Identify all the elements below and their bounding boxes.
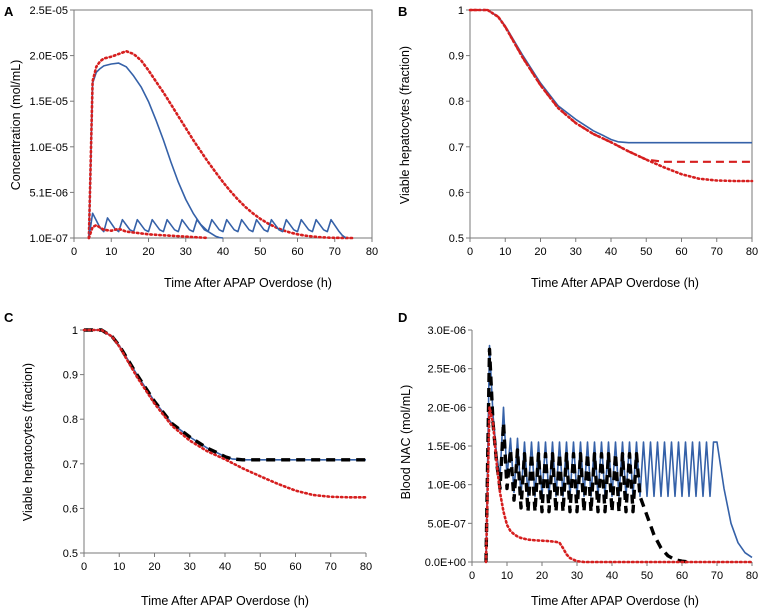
x-tick-label: 70 — [711, 570, 723, 582]
panel-b-axes: 0 10 20 30 40 50 60 70 80 0.5 0.6 0.7 0.8 0.9 1 — [449, 5, 758, 258]
x-tick-label: 30 — [571, 570, 583, 582]
panel-b-series-solid-blue — [470, 9, 752, 144]
x-tick-label: 80 — [360, 561, 372, 573]
y-tick-label: 1 — [72, 325, 78, 337]
y-tick-label: 1 — [458, 5, 464, 17]
panel-b-series-dotted-red — [468, 8, 754, 183]
panel-d: D 0 10 20 30 40 50 60 70 80 0.0E+00 5.0E-07 1.0E-06… — [398, 310, 758, 608]
y-tick-label: 0.7 — [449, 142, 464, 154]
panel-b-frame — [469, 9, 753, 239]
y-tick-label: 0.5 — [63, 548, 78, 560]
panel-c-letter: C — [4, 310, 14, 325]
y-tick-label: 1.5E-05 — [29, 96, 68, 108]
x-tick-label: 0 — [81, 561, 87, 573]
x-tick-label: 60 — [289, 561, 301, 573]
panel-a-series-dotted-red-low — [87, 223, 210, 240]
y-tick-label: 0.6 — [449, 187, 464, 199]
x-tick-label: 80 — [746, 570, 758, 582]
panel-a: A 0 10 20 30 40 50 60 70 80 1.0E-07 5.1E-06 1.0E-05… — [4, 4, 378, 290]
panel-b-letter: B — [398, 4, 407, 19]
panel-c: C 0 10 20 30 40 50 60 70 80 0.5 0.6 0.7 0.8 0.9 1 Viab… — [4, 310, 372, 608]
x-tick-label: 80 — [746, 246, 758, 258]
y-tick-label: 1.0E-05 — [29, 142, 68, 154]
y-tick-label: 1.5E-06 — [427, 441, 466, 453]
y-tick-label: 0.7 — [63, 459, 78, 471]
panel-c-axes: 0 10 20 30 40 50 60 70 80 0.5 0.6 0.7 0.8 0.9 1 — [63, 325, 372, 573]
y-tick-label: 2.0E-05 — [29, 51, 68, 63]
panel-d-axes: 0 10 20 30 40 50 60 70 80 0.0E+00 5.0E-07 1.0E-06 1.… — [425, 325, 758, 582]
y-tick-label: 0.9 — [449, 51, 464, 63]
panel-b-xlabel: Time After APAP Overdose (h) — [531, 276, 699, 290]
x-tick-label: 10 — [105, 246, 117, 258]
x-tick-label: 40 — [217, 246, 229, 258]
panel-b: B 0 10 20 30 40 50 60 70 80 0.5 0.6 0.7 0.8 0.9 1 Viab… — [398, 4, 758, 290]
panel-c-series-dotted-red — [82, 328, 368, 499]
x-tick-label: 20 — [536, 570, 548, 582]
y-tick-label: 0.8 — [449, 96, 464, 108]
x-tick-label: 20 — [142, 246, 154, 258]
panel-c-xlabel: Time After APAP Overdose (h) — [141, 594, 309, 608]
panel-d-series-dotted-red — [484, 405, 754, 564]
y-tick-label: 1.0E-07 — [29, 233, 68, 245]
panel-a-axes: 0 10 20 30 40 50 60 70 80 1.0E-07 5.1E-06 1.0E-05 1.… — [29, 5, 378, 258]
y-tick-label: 2.0E-06 — [427, 402, 466, 414]
x-tick-label: 50 — [640, 246, 652, 258]
panel-a-series-solid-blue-pulses — [88, 212, 347, 239]
x-tick-label: 0 — [469, 570, 475, 582]
x-tick-label: 10 — [113, 561, 125, 573]
y-tick-label: 5.0E-07 — [427, 518, 466, 530]
panel-d-series-dashed-black — [484, 347, 690, 564]
x-tick-label: 30 — [180, 246, 192, 258]
x-tick-label: 70 — [325, 561, 337, 573]
x-tick-label: 70 — [329, 246, 341, 258]
y-tick-label: 0.8 — [63, 414, 78, 426]
panel-a-series-solid-blue-high — [88, 62, 224, 239]
x-tick-label: 60 — [675, 246, 687, 258]
x-tick-label: 10 — [499, 246, 511, 258]
panel-c-series-dashed-black — [84, 328, 366, 462]
panel-c-ylabel: Viable hepatocytes (fraction) — [21, 363, 35, 521]
panel-a-frame — [73, 9, 373, 239]
x-tick-label: 60 — [291, 246, 303, 258]
x-tick-label: 50 — [254, 246, 266, 258]
y-tick-label: 5.1E-06 — [29, 187, 68, 199]
panel-a-ylabel: Concentration (mol/mL) — [9, 60, 23, 191]
panel-d-ylabel: Blood NAC (mol/mL) — [399, 385, 413, 500]
x-tick-label: 40 — [219, 561, 231, 573]
panel-b-ylabel: Viable hepatocytes (fraction) — [398, 46, 412, 204]
y-tick-label: 0.6 — [63, 503, 78, 515]
y-tick-label: 3.0E-06 — [427, 325, 466, 337]
y-tick-label: 2.5E-06 — [427, 364, 466, 376]
x-tick-label: 80 — [366, 246, 378, 258]
panel-d-letter: D — [398, 310, 407, 325]
x-tick-label: 30 — [570, 246, 582, 258]
x-tick-label: 20 — [534, 246, 546, 258]
panel-c-series-solid-blue — [84, 329, 366, 461]
x-tick-label: 30 — [184, 561, 196, 573]
x-tick-label: 50 — [254, 561, 266, 573]
y-tick-label: 0.9 — [63, 370, 78, 382]
x-tick-label: 70 — [711, 246, 723, 258]
x-tick-label: 40 — [605, 246, 617, 258]
y-tick-label: 0.5 — [449, 233, 464, 245]
x-tick-label: 0 — [467, 246, 473, 258]
x-tick-label: 60 — [676, 570, 688, 582]
y-tick-label: 0.0E+00 — [425, 557, 466, 569]
x-tick-label: 20 — [148, 561, 160, 573]
y-tick-label: 1.0E-06 — [427, 480, 466, 492]
panel-a-xlabel: Time After APAP Overdose (h) — [164, 276, 332, 290]
x-tick-label: 50 — [641, 570, 653, 582]
y-tick-label: 2.5E-05 — [29, 5, 68, 17]
panel-a-series-dotted-red-high — [87, 49, 355, 240]
x-tick-label: 40 — [606, 570, 618, 582]
x-tick-label: 10 — [501, 570, 513, 582]
panel-d-xlabel: Time After APAP Overdose (h) — [531, 594, 699, 608]
panel-a-letter: A — [4, 4, 14, 19]
x-tick-label: 0 — [71, 246, 77, 258]
